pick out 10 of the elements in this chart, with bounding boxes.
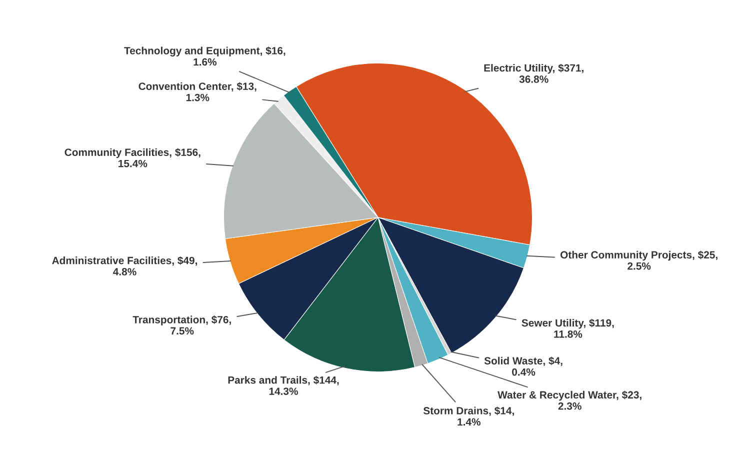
- slice-label: Other Community Projects, $25, 2.5%: [560, 250, 718, 270]
- slice-label: Convention Center, $13, 1.3%: [138, 82, 256, 102]
- slice-label: Solid Waste, $4, 0.4%: [484, 356, 562, 376]
- slice-label: Electric Utility, $371, 36.8%: [484, 64, 584, 83]
- slice-label: Community Facilities, $156, 15.4%: [64, 148, 200, 168]
- slice-label: Transportation, $76, 7.5%: [132, 316, 231, 335]
- slice-label: Sewer Utility, $119, 11.8%: [522, 318, 614, 338]
- slice-label: Parks and Trails, $144, 14.3%: [228, 376, 339, 395]
- slice-label: Administrative Facilities, $49, 4.8%: [52, 256, 197, 276]
- slice-label: Technology and Equipment, $16, 1.6%: [124, 46, 286, 66]
